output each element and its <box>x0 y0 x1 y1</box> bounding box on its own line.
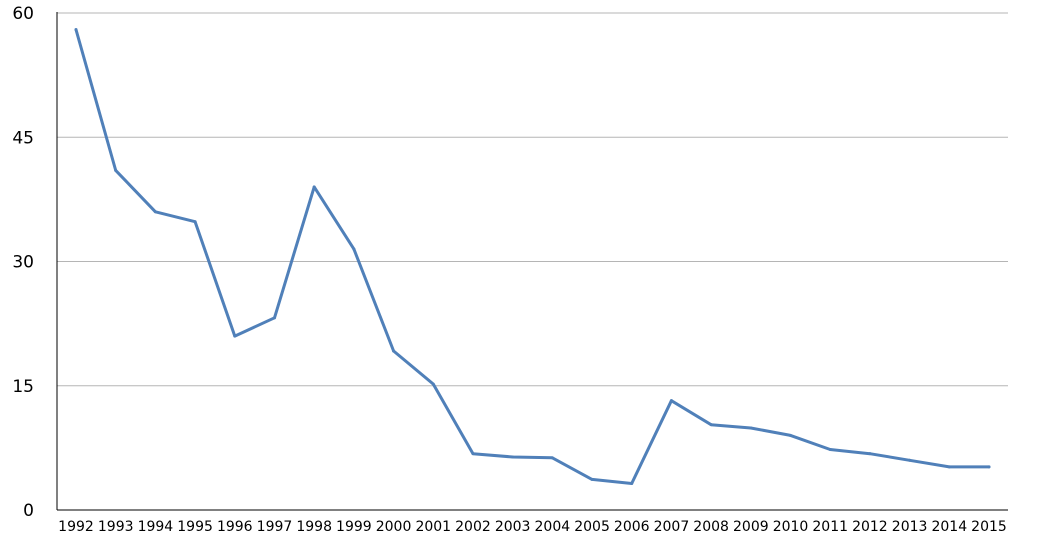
y-tick-label: 45 <box>12 128 34 148</box>
x-tick-label: 2006 <box>614 519 650 535</box>
data-point <box>749 426 753 430</box>
x-tick-label: 1996 <box>217 519 253 535</box>
x-tick-labels: 1992 1993 1994 1995 1996 1997 1998 1999 2000 2001… <box>58 519 1007 535</box>
x-tick-label: 2007 <box>654 519 690 535</box>
x-tick-label: 2005 <box>574 519 610 535</box>
x-tick-label: 1992 <box>58 519 94 535</box>
data-point <box>114 168 118 172</box>
x-tick-label: 1994 <box>138 519 174 535</box>
x-tick-label: 2011 <box>812 519 848 535</box>
data-point <box>511 455 515 459</box>
y-tick-label: 60 <box>12 4 34 24</box>
x-tick-label: 2004 <box>535 519 571 535</box>
data-point <box>630 481 634 485</box>
y-tick-labels: 0 15 30 45 60 <box>12 4 34 521</box>
x-tick-label: 2009 <box>733 519 769 535</box>
x-tick-label: 1997 <box>257 519 293 535</box>
data-point <box>431 382 435 386</box>
data-point <box>392 349 396 353</box>
data-point <box>669 399 673 403</box>
data-point <box>153 210 157 214</box>
data-point <box>590 477 594 481</box>
series-lines <box>74 28 991 485</box>
data-point <box>947 465 951 469</box>
data-point <box>709 423 713 427</box>
series-line-0 <box>74 28 991 485</box>
x-tick-label: 2003 <box>495 519 531 535</box>
y-tick-label: 15 <box>12 377 34 397</box>
x-tick-label: 2015 <box>971 519 1007 535</box>
x-tick-label: 2008 <box>693 519 729 535</box>
data-point <box>550 456 554 460</box>
y-tick-label: 30 <box>12 253 34 273</box>
x-tick-label: 2001 <box>415 519 451 535</box>
data-point <box>312 185 316 189</box>
data-point <box>74 28 78 32</box>
x-tick-label: 1995 <box>177 519 213 535</box>
y-tick-label: 0 <box>23 501 34 521</box>
x-tick-label: 2010 <box>773 519 809 535</box>
data-point <box>868 452 872 456</box>
data-point <box>233 334 237 338</box>
data-point <box>272 316 276 320</box>
data-point <box>987 465 991 469</box>
x-tick-label: 1999 <box>336 519 372 535</box>
x-tick-label: 2012 <box>852 519 888 535</box>
data-point <box>471 452 475 456</box>
axes <box>56 12 1008 511</box>
x-tick-label: 1993 <box>98 519 134 535</box>
x-tick-label: 2000 <box>376 519 412 535</box>
x-tick-label: 2014 <box>931 519 967 535</box>
data-point <box>908 458 912 462</box>
data-point <box>193 220 197 224</box>
x-tick-label: 2013 <box>892 519 928 535</box>
data-point <box>352 247 356 251</box>
data-point <box>828 448 832 452</box>
x-tick-label: 2002 <box>455 519 491 535</box>
gridlines <box>57 12 1008 387</box>
x-tick-label: 1998 <box>296 519 332 535</box>
data-point <box>789 433 793 437</box>
